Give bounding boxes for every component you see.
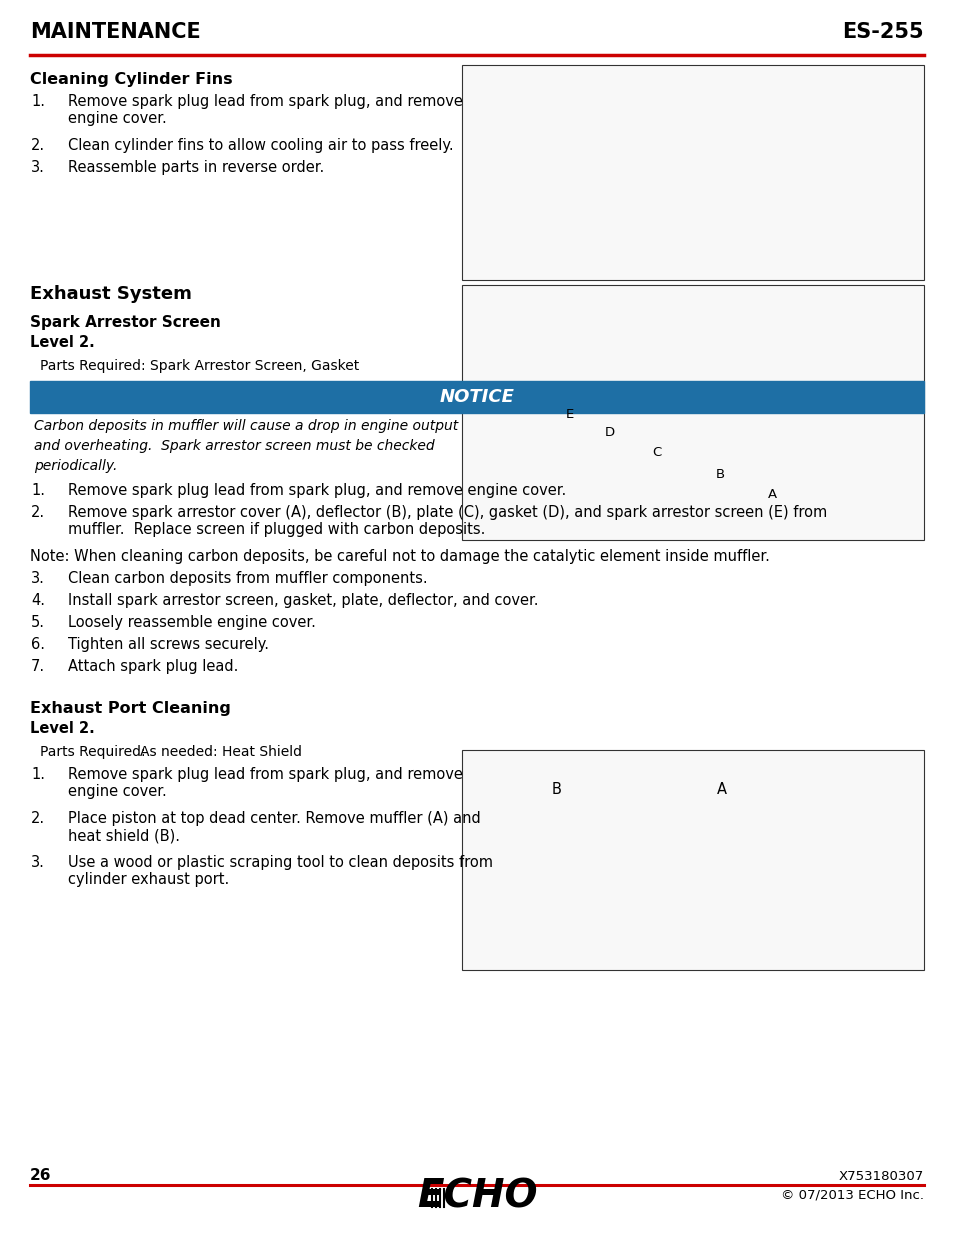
Bar xyxy=(461,750,923,969)
Text: A: A xyxy=(766,489,776,501)
Text: Level 2.: Level 2. xyxy=(30,721,94,736)
Text: E: E xyxy=(565,409,574,421)
Text: 3.: 3. xyxy=(31,855,45,869)
Text: Clean cylinder fins to allow cooling air to pass freely.: Clean cylinder fins to allow cooling air… xyxy=(68,138,453,153)
Text: Tighten all screws securely.: Tighten all screws securely. xyxy=(68,637,269,652)
Text: Level 2.: Level 2. xyxy=(30,335,94,350)
Text: B: B xyxy=(552,783,561,798)
Text: Spark Arrestor Screen, Gasket: Spark Arrestor Screen, Gasket xyxy=(150,359,359,373)
Text: Attach spark plug lead.: Attach spark plug lead. xyxy=(68,659,238,674)
Text: Exhaust Port Cleaning: Exhaust Port Cleaning xyxy=(30,701,231,716)
Text: © 07/2013 ECHO Inc.: © 07/2013 ECHO Inc. xyxy=(781,1188,923,1200)
Text: NOTICE: NOTICE xyxy=(439,388,514,406)
Text: X753180307: X753180307 xyxy=(838,1170,923,1183)
Text: 7.: 7. xyxy=(30,659,45,674)
Text: 2.: 2. xyxy=(30,138,45,153)
Text: Parts Required:: Parts Required: xyxy=(40,745,146,760)
Text: 2.: 2. xyxy=(30,811,45,826)
Text: Clean carbon deposits from muffler components.: Clean carbon deposits from muffler compo… xyxy=(68,571,427,585)
Bar xyxy=(461,285,923,540)
Text: 1.: 1. xyxy=(30,94,45,109)
Text: As needed: Heat Shield: As needed: Heat Shield xyxy=(140,745,302,760)
Text: Reassemble parts in reverse order.: Reassemble parts in reverse order. xyxy=(68,161,324,175)
Text: C: C xyxy=(652,447,661,459)
Text: Install spark arrestor screen, gasket, plate, deflector, and cover.: Install spark arrestor screen, gasket, p… xyxy=(68,593,537,608)
Text: Remove spark plug lead from spark plug, and remove
engine cover.: Remove spark plug lead from spark plug, … xyxy=(68,767,462,799)
Text: Place piston at top dead center. Remove muffler (A) and
heat shield (B).: Place piston at top dead center. Remove … xyxy=(68,811,480,844)
Bar xyxy=(461,65,923,280)
Text: Loosely reassemble engine cover.: Loosely reassemble engine cover. xyxy=(68,615,315,630)
Text: MAINTENANCE: MAINTENANCE xyxy=(30,22,200,42)
Text: 6.: 6. xyxy=(30,637,45,652)
Text: B: B xyxy=(715,468,723,482)
Text: 1.: 1. xyxy=(30,483,45,498)
Text: 2.: 2. xyxy=(30,505,45,520)
Bar xyxy=(30,382,923,412)
Text: 1.: 1. xyxy=(30,767,45,782)
Text: Remove spark plug lead from spark plug, and remove engine cover.: Remove spark plug lead from spark plug, … xyxy=(68,483,566,498)
Text: 26: 26 xyxy=(30,1168,51,1183)
Text: Spark Arrestor Screen: Spark Arrestor Screen xyxy=(30,315,221,330)
Text: Exhaust System: Exhaust System xyxy=(30,285,192,303)
Text: Carbon deposits in muffler will cause a drop in engine output: Carbon deposits in muffler will cause a … xyxy=(34,419,457,433)
Text: 3.: 3. xyxy=(31,571,45,585)
Text: Parts Required:: Parts Required: xyxy=(40,359,146,373)
Text: Note: When cleaning carbon deposits, be careful not to damage the catalytic elem: Note: When cleaning carbon deposits, be … xyxy=(30,550,769,564)
Text: Remove spark plug lead from spark plug, and remove
engine cover.: Remove spark plug lead from spark plug, … xyxy=(68,94,462,126)
Text: Use a wood or plastic scraping tool to clean deposits from
cylinder exhaust port: Use a wood or plastic scraping tool to c… xyxy=(68,855,493,888)
Text: and overheating.  Spark arrestor screen must be checked: and overheating. Spark arrestor screen m… xyxy=(34,438,435,453)
Text: A: A xyxy=(717,783,726,798)
Text: Cleaning Cylinder Fins: Cleaning Cylinder Fins xyxy=(30,72,233,86)
Text: Remove spark arrestor cover (A), deflector (B), plate (C), gasket (D), and spark: Remove spark arrestor cover (A), deflect… xyxy=(68,505,826,537)
Text: ES-255: ES-255 xyxy=(841,22,923,42)
Text: 4.: 4. xyxy=(30,593,45,608)
Text: 5.: 5. xyxy=(30,615,45,630)
Text: D: D xyxy=(604,426,615,440)
Text: ECHO: ECHO xyxy=(416,1178,537,1216)
Text: 3.: 3. xyxy=(31,161,45,175)
Text: periodically.: periodically. xyxy=(34,459,117,473)
